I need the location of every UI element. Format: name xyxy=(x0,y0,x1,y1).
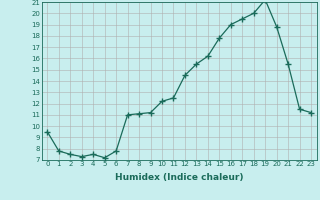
X-axis label: Humidex (Indice chaleur): Humidex (Indice chaleur) xyxy=(115,173,244,182)
